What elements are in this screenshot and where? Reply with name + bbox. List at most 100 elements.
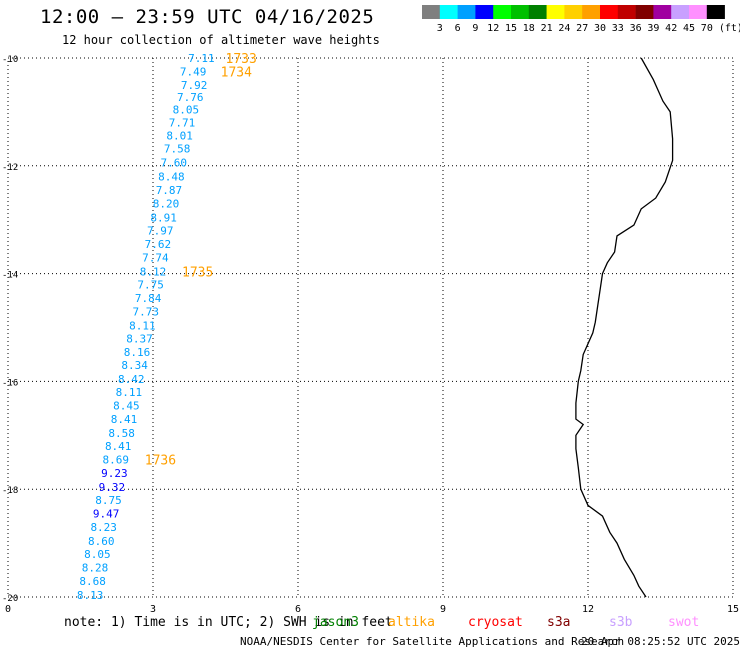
legend-swatch [689,5,708,19]
wave-height-label: 7.11 [188,52,215,65]
legend-swatch [546,5,565,19]
time-mark-label: 1734 [221,65,252,80]
legend-swatch [564,5,583,19]
legend-label: 30 [594,23,606,34]
satellite-label: swot [668,615,699,630]
y-tick-label: -10 [2,55,18,65]
wave-height-label: 7.73 [133,305,160,318]
coastline-path [575,57,674,598]
satellite-label: s3a [547,615,570,630]
legend-label: 18 [523,23,535,34]
wave-height-label: 8.41 [111,413,138,426]
wave-height-label: 8.34 [121,359,148,372]
wave-height-label: 7.76 [177,91,204,104]
page-subtitle: 12 hour collection of altimeter wave hei… [62,33,380,47]
wave-height-label: 7.58 [164,143,191,156]
x-tick-label: 12 [582,604,594,615]
wave-height-label: 7.49 [180,65,207,78]
y-tick-label: -12 [2,163,18,173]
wave-height-label: 7.74 [142,251,169,264]
wave-height-label: 8.60 [88,535,115,548]
legend-swatch [600,5,619,19]
wave-height-label: 7.71 [169,117,196,130]
wave-height-track: 7.117.497.927.76 8.05 7.718.017.587.608.48… [77,52,215,602]
wave-height-label: 7.75 [137,278,164,291]
wave-height-label: 8.11 [129,319,156,332]
wave-height-label: 7.60 [161,157,188,170]
wave-height-label: 8.28 [82,561,109,574]
wave-height-label: 7.62 [145,238,172,251]
wave-height-label: 8.41 [105,440,132,453]
satellite-label: s3b [609,615,633,630]
wave-height-label: 8.58 [108,427,135,440]
wave-height-label: 8.16 [124,346,151,359]
satellite-label: cryosat [468,615,523,630]
wave-height-label: 7.87 [156,184,183,197]
legend-label: 21 [541,23,553,34]
legend-label: 42 [665,23,677,34]
coastline [575,57,674,598]
wave-height-label: 8.42 [118,373,145,386]
wave-height-label: 8.75 [95,494,122,507]
legend-label: 33 [612,23,624,34]
wave-height-label: 8.12 [140,265,167,278]
wave-height-label: 8.37 [126,332,153,345]
legend-label: 39 [647,23,659,34]
wave-height-label: 7.97 [147,224,174,237]
legend-label: 15 [505,23,517,34]
wave-height-label: 7.92 [181,79,208,92]
legend-swatch [706,5,725,19]
legend-swatch [528,5,547,19]
wave-height-label: 8.69 [103,454,130,467]
note-line: note: 1) Time is in UTC; 2) SWH is in fe… [64,615,699,630]
legend-swatch [617,5,636,19]
color-scale-legend: 3 6 9 12 15 18 21 24 27 30 33 36 39 42 45 70 (ft) [422,5,740,34]
legend-label: 70 (ft) [701,23,740,34]
legend-swatch [439,5,458,19]
time-mark-label: 1736 [145,454,176,469]
time-mark-label: 1735 [182,265,213,280]
wave-height-label: 8.01 [166,130,193,143]
legend-label: 6 [455,23,461,34]
wave-height-label: 8.48 [158,171,185,184]
wave-height-label: 8.05 [84,548,111,561]
x-tick-label: 3 [150,604,156,615]
legend-swatch [635,5,654,19]
satellite-label: jason3 [312,615,359,630]
wave-height-label: 8.91 [150,212,177,225]
map-grid [8,58,733,597]
x-tick-label: 15 [727,604,739,615]
legend-swatch [493,5,512,19]
legend-swatch [671,5,690,19]
x-tick-label: 6 [295,604,301,615]
legend-label: 3 [437,23,443,34]
note-text: note: 1) Time is in UTC; 2) SWH is in fe… [64,615,393,630]
legend-label: 12 [487,23,499,34]
satellite-label: altika [388,615,435,630]
wave-height-label: 9.23 [101,467,128,480]
wave-height-label: 9.32 [99,481,126,494]
legend-swatch [582,5,601,19]
footer-credit: NOAA/NESDIS Center for Satellite Applica… [240,635,624,648]
legend-swatch [475,5,494,19]
wave-height-label: 8.20 [153,198,180,211]
legend-swatch [457,5,476,19]
wave-height-label: 7.84 [135,292,162,305]
x-tick-label: 0 [5,604,11,615]
map-frame: 0 3 6 9 12 15 -10 -12 -14 -16 -18 -20 [2,55,739,615]
legend-label: 45 [683,23,695,34]
legend-swatch [653,5,672,19]
legend-swatch [422,5,441,19]
legend-label: 27 [576,23,588,34]
x-tick-label: 9 [440,604,446,615]
time-mark-label: 1733 [226,52,257,67]
y-tick-label: -18 [2,486,18,496]
legend-label: 9 [472,23,478,34]
legend-label: 24 [558,23,570,34]
y-tick-label: -20 [2,594,18,604]
y-tick-label: -14 [2,271,18,281]
footer-timestamp: 20 Apr 08:25:52 UTC 2025 [581,635,740,648]
page-title: 12:00 – 23:59 UTC 04/16/2025 [40,6,375,28]
